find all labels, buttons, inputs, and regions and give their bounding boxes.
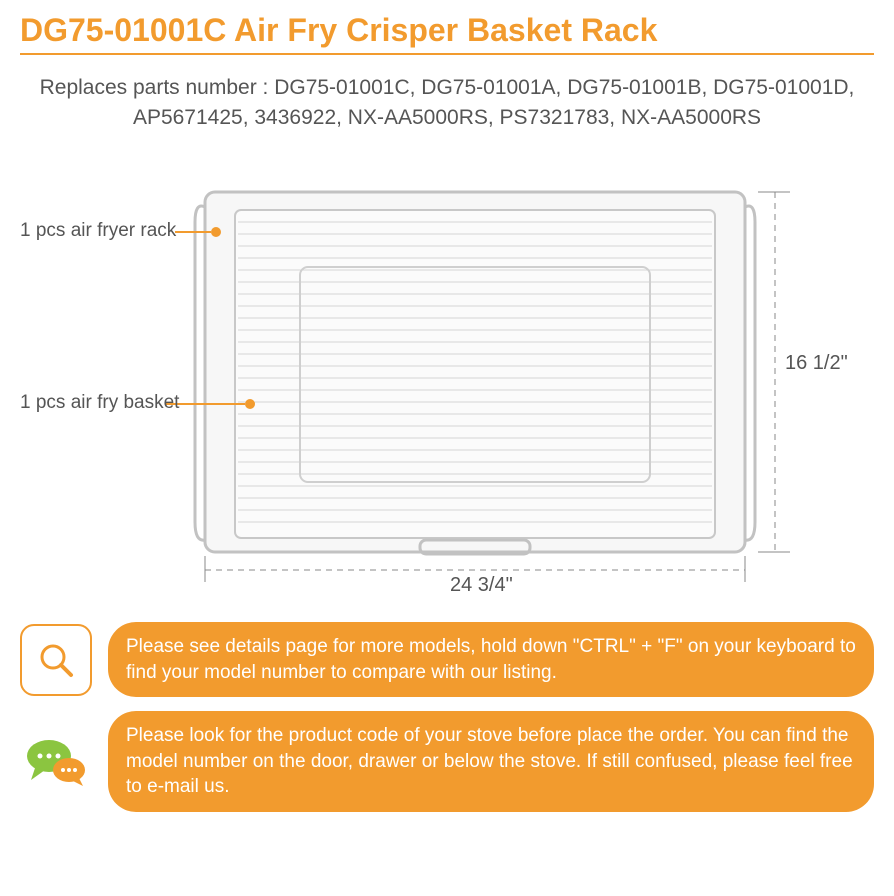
search-icon	[20, 624, 92, 696]
tip-search: Please see details page for more models,…	[20, 622, 874, 697]
tips-section: Please see details page for more models,…	[20, 622, 874, 812]
replaces-line2: AP5671425, 3436922, NX-AA5000RS, PS73217…	[133, 106, 761, 129]
tip-chat-text: Please look for the product code of your…	[108, 711, 874, 812]
replaces-line1: DG75-01001C, DG75-01001A, DG75-01001B, D…	[274, 76, 854, 99]
replaces-text: Replaces parts number : DG75-01001C, DG7…	[20, 73, 874, 134]
chat-icon	[20, 726, 92, 798]
replaces-prefix: Replaces parts number :	[40, 76, 275, 99]
tip-chat: Please look for the product code of your…	[20, 711, 874, 812]
callout-basket: 1 pcs air fry basket	[20, 392, 179, 414]
product-title: DG75-01001C Air Fry Crisper Basket Rack	[20, 12, 874, 55]
callout-rack: 1 pcs air fryer rack	[20, 220, 176, 242]
product-diagram: 1 pcs air fryer rack 1 pcs air fry baske…	[20, 162, 874, 602]
tip-search-text: Please see details page for more models,…	[108, 622, 874, 697]
dimension-width: 24 3/4"	[450, 574, 513, 597]
dimension-height: 16 1/2"	[785, 352, 848, 375]
